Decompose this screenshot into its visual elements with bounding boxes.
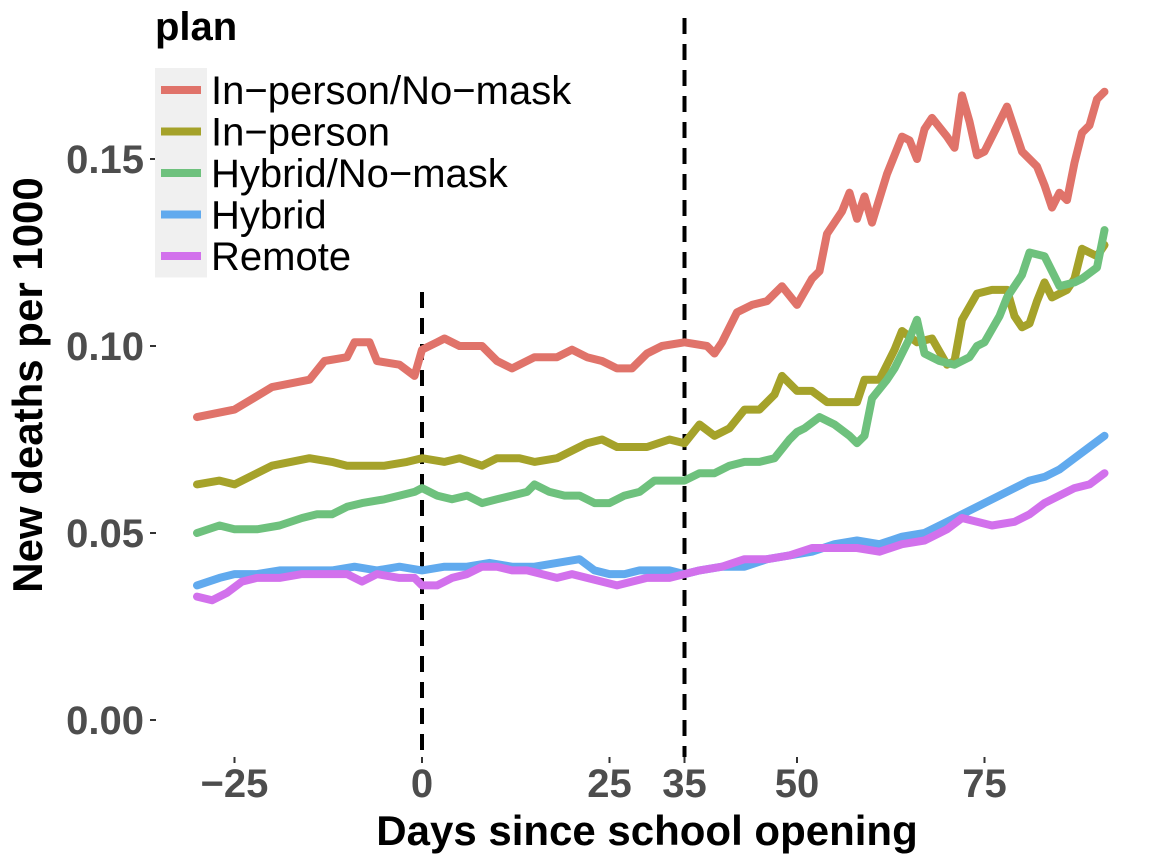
axes: 0.00 0.05 0.10 0.15 −25 0 25 35 50 75 [66, 138, 1007, 806]
x-tick-label: 25 [587, 762, 632, 806]
y-tick-label: 0.00 [66, 699, 144, 743]
legend-label: Hybrid [211, 194, 327, 238]
series-line [193, 469, 1109, 605]
series-line [193, 87, 1109, 422]
reference-lines [420, 18, 687, 757]
series-line [193, 431, 1109, 590]
x-tick-label: 0 [411, 762, 433, 806]
x-tick-label: 50 [775, 762, 820, 806]
y-tick-label: 0.15 [66, 138, 144, 182]
x-axis-title: Days since school opening [376, 807, 917, 854]
series-line [193, 241, 1109, 489]
legend-label: Remote [211, 235, 351, 279]
x-tick-label: 75 [962, 762, 1007, 806]
x-tick-label: −25 [201, 762, 269, 806]
legend-title: plan [155, 5, 237, 49]
series-lines [193, 87, 1109, 605]
series-line [193, 226, 1109, 537]
legend-label: In−person/No−mask [211, 69, 572, 113]
legend-label: Hybrid/No−mask [211, 152, 509, 196]
legend-items: In−person/No−maskIn−personHybrid/No−mask… [161, 69, 572, 279]
y-axis-title: New deaths per 1000 [4, 177, 51, 593]
legend: plan In−person/No−maskIn−personHybrid/No… [155, 5, 572, 279]
legend-label: In−person [211, 111, 390, 155]
y-tick-label: 0.05 [66, 512, 144, 556]
x-tick-label: 35 [662, 762, 707, 806]
y-tick-label: 0.10 [66, 325, 144, 369]
